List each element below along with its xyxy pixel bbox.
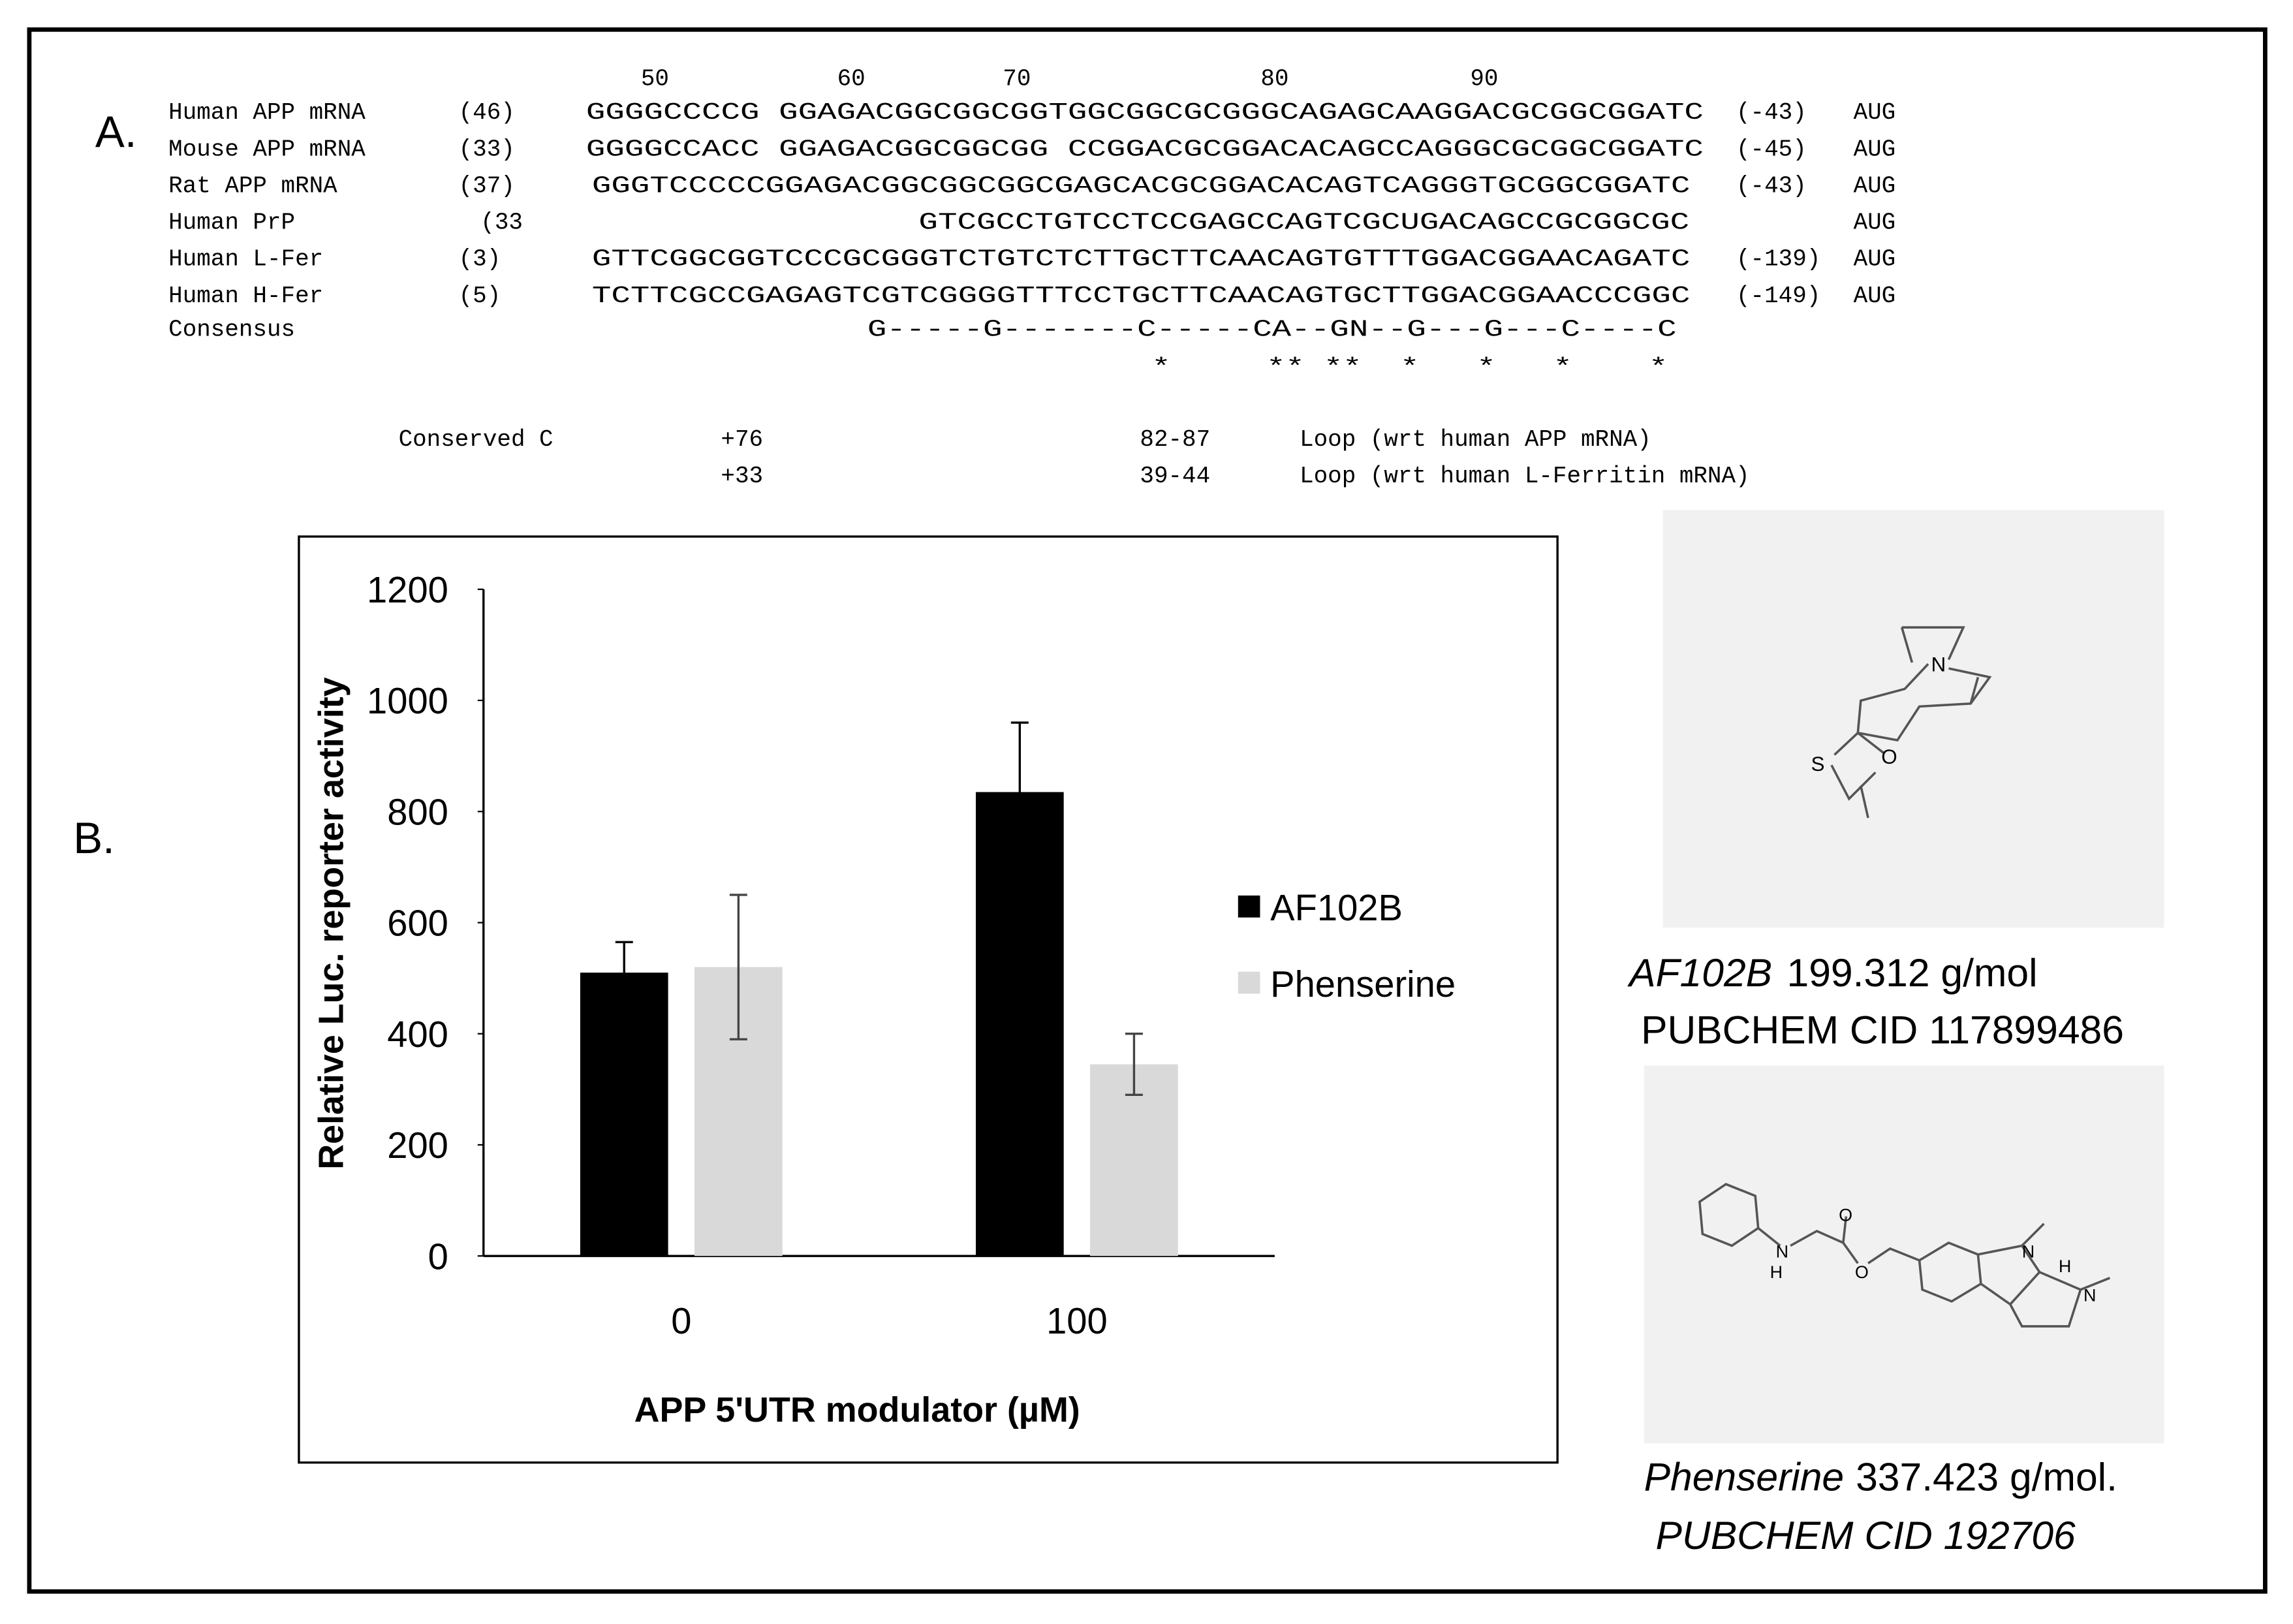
atom-label: O bbox=[1881, 745, 1897, 768]
row-start: (33) bbox=[459, 136, 515, 163]
atom-label: O bbox=[1855, 1262, 1869, 1282]
row-name: Human H-Fer bbox=[168, 283, 323, 309]
row-name: Human PrP bbox=[168, 210, 295, 236]
structure-image bbox=[1662, 510, 2164, 928]
y-tick-label: 0 bbox=[428, 1236, 448, 1277]
bar bbox=[1090, 1064, 1178, 1257]
position-label: 60 bbox=[837, 66, 866, 93]
note-position: +33 bbox=[721, 463, 763, 490]
compound-mass: 337.423 g/mol. bbox=[1856, 1454, 2117, 1499]
note-text: Loop (wrt human APP mRNA) bbox=[1300, 426, 1651, 453]
position-label: 70 bbox=[1003, 66, 1031, 93]
row-end: (-43) bbox=[1736, 99, 1807, 126]
sequence: TCTTCGCCGAGAGTCGTCGGGGTTTCCTGCTTCAACAGTG… bbox=[592, 283, 1691, 309]
panel-label: B. bbox=[73, 814, 115, 863]
row-start: (46) bbox=[459, 99, 515, 126]
y-tick-label: 200 bbox=[387, 1125, 448, 1166]
legend-swatch bbox=[1238, 971, 1260, 994]
sequence: GTCGCCTGTCCTCCGAGCCAGTCGCUGACAGCCGCGGCGC bbox=[918, 210, 1689, 236]
row-end: (-149) bbox=[1736, 283, 1820, 309]
row-name: Human APP mRNA bbox=[168, 99, 366, 126]
compound-name: Phenserine bbox=[1644, 1454, 1845, 1499]
atom-label: H bbox=[2059, 1257, 2071, 1276]
compound-cid: PUBCHEM CID 192706 bbox=[1656, 1513, 2076, 1557]
atom-label: N bbox=[1776, 1241, 1788, 1261]
legend-swatch bbox=[1238, 895, 1260, 918]
compound-caption: AF102B 199.312 g/mol bbox=[1627, 950, 2037, 995]
note-label: Conserved C bbox=[399, 426, 554, 453]
structure-bonds bbox=[1830, 626, 1992, 819]
y-tick-label: 800 bbox=[387, 791, 448, 832]
row-start: (33 bbox=[480, 210, 523, 236]
position-label: 90 bbox=[1470, 66, 1498, 93]
atom-label: S bbox=[1811, 753, 1824, 775]
compound-name: AF102B bbox=[1627, 950, 1772, 995]
atom-label: O bbox=[1839, 1205, 1852, 1225]
y-tick-label: 400 bbox=[387, 1014, 448, 1055]
row-name: Rat APP mRNA bbox=[168, 172, 337, 199]
row-cap: AUG bbox=[1854, 99, 1896, 126]
row-cap: AUG bbox=[1854, 172, 1896, 199]
row-cap: AUG bbox=[1854, 283, 1896, 309]
sequence: GGGTCCCCCGGAGACGGCGGCGGCGAGCACGCGGACACAG… bbox=[592, 172, 1691, 199]
x-tick-label: 100 bbox=[1046, 1300, 1108, 1341]
sequence: GTTCGGCGGTCCCGCGGGTCTGTCTCTTGCTTCAACAGTG… bbox=[592, 246, 1691, 273]
structure-bonds bbox=[1698, 1183, 2111, 1328]
legend-label: Phenserine bbox=[1270, 963, 1456, 1005]
y-tick-label: 1000 bbox=[367, 680, 448, 721]
x-axis-title: APP 5'UTR modulator (µM) bbox=[634, 1390, 1080, 1429]
y-tick-label: 1200 bbox=[367, 569, 448, 610]
atom-label: N bbox=[1931, 653, 1946, 676]
legend-label: AF102B bbox=[1270, 887, 1403, 928]
sequence: GGGGCCACC GGAGACGGCGGCGG CCGGACGCGGACACA… bbox=[586, 136, 1704, 163]
bar bbox=[975, 792, 1064, 1257]
y-axis-title: Relative Luc. reporter activity bbox=[311, 677, 351, 1169]
row-cap: AUG bbox=[1854, 210, 1896, 236]
bar bbox=[580, 973, 668, 1257]
position-label: 80 bbox=[1260, 66, 1288, 93]
compound-cid: PUBCHEM CID 117899486 bbox=[1641, 1008, 2124, 1052]
stars: * ** ** * * * * bbox=[1151, 354, 1668, 381]
note-position: +76 bbox=[721, 426, 763, 453]
row-end: (-45) bbox=[1736, 136, 1807, 163]
position-label: 50 bbox=[641, 66, 669, 93]
atom-label: N bbox=[2022, 1241, 2035, 1261]
note-loop: 39-44 bbox=[1140, 463, 1210, 490]
y-tick-label: 600 bbox=[387, 903, 448, 944]
row-end: (-139) bbox=[1736, 246, 1820, 273]
x-tick-label: 0 bbox=[671, 1300, 691, 1341]
atom-label: N bbox=[2083, 1286, 2096, 1305]
row-start: (37) bbox=[459, 172, 515, 199]
panel-label: A. bbox=[95, 108, 137, 157]
note-text: Loop (wrt human L-Ferritin mRNA) bbox=[1300, 463, 1750, 490]
compound-caption: Phenserine 337.423 g/mol. bbox=[1644, 1454, 2117, 1499]
chart-frame bbox=[298, 535, 1559, 1464]
consensus: G-----G-------C-----CA--GN--G---G---C---… bbox=[867, 316, 1677, 343]
row-start: (3) bbox=[459, 246, 501, 273]
compound-mass: 199.312 g/mol bbox=[1787, 950, 2038, 995]
note-loop: 82-87 bbox=[1140, 426, 1210, 453]
row-name: Human L-Fer bbox=[168, 246, 323, 273]
row-end: (-43) bbox=[1736, 172, 1807, 199]
row-name: Consensus bbox=[168, 316, 295, 343]
sequence: GGGGCCCCG GGAGACGGCGGCGGTGGCGGCGCGGGCAGA… bbox=[586, 99, 1704, 126]
atom-label: H bbox=[1770, 1262, 1783, 1282]
row-cap: AUG bbox=[1854, 246, 1896, 273]
row-cap: AUG bbox=[1854, 136, 1896, 163]
figure-border bbox=[27, 27, 2268, 1594]
row-name: Mouse APP mRNA bbox=[168, 136, 366, 163]
row-start: (5) bbox=[459, 283, 501, 309]
